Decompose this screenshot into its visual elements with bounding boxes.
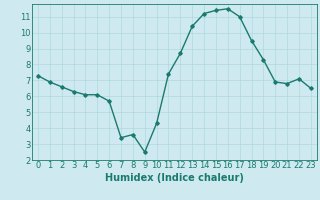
X-axis label: Humidex (Indice chaleur): Humidex (Indice chaleur) <box>105 173 244 183</box>
